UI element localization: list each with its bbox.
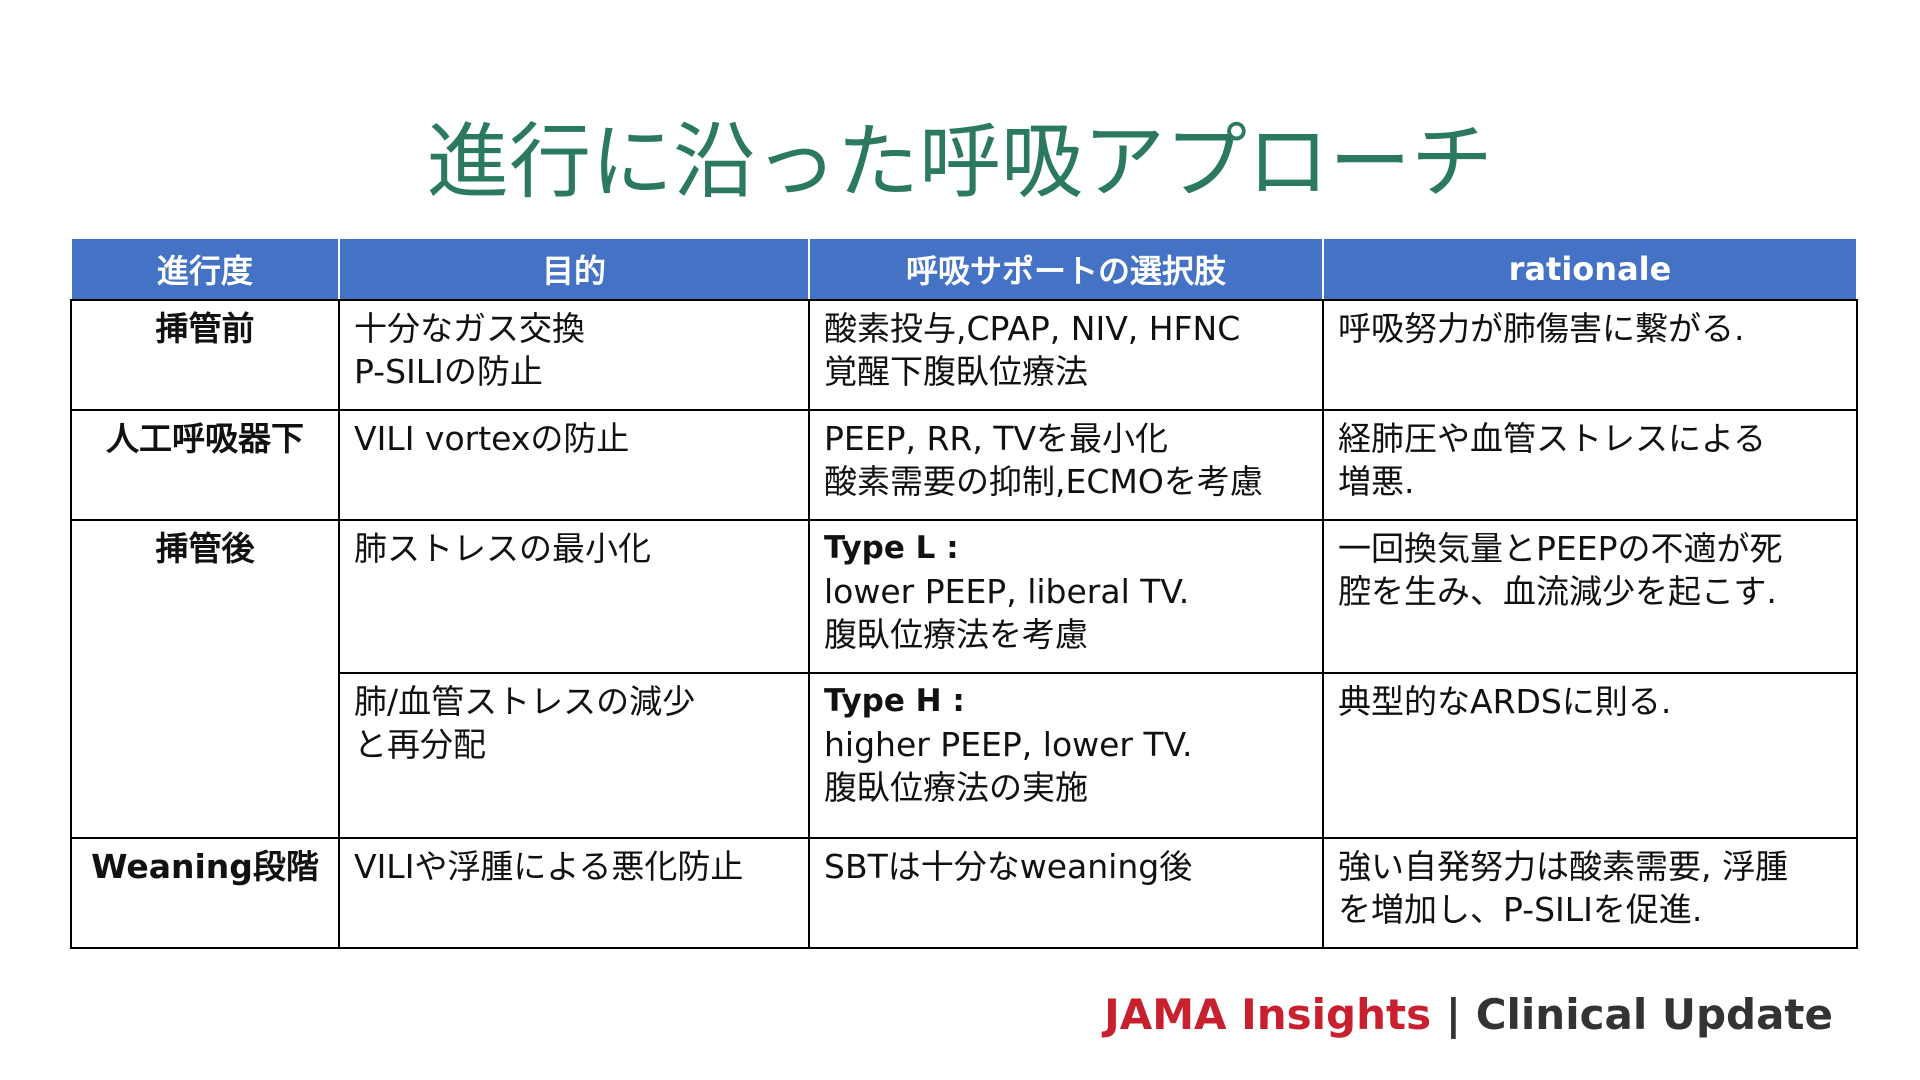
- options-line: lower PEEP, liberal TV.: [824, 572, 1190, 611]
- options-line: 腹臥位療法を考慮: [824, 615, 1088, 654]
- approach-table: 進行度 目的 呼吸サポートの選択肢 rationale 挿管前 十分なガス交換 P-SIL…: [70, 239, 1858, 949]
- options-cell: PEEP, RR, TVを最小化酸素需要の抑制,ECMOを考慮: [808, 409, 1324, 521]
- options-line: 酸素投与,CPAP, NIV, HFNC: [824, 309, 1241, 348]
- table-row: 挿管後 肺ストレスの最小化 Type L : lower PEEP, liberal …: [70, 519, 1858, 839]
- rationale-line: 増悪.: [1338, 462, 1415, 501]
- options-cell: 酸素投与,CPAP, NIV, HFNC 覚醒下腹臥位療法: [808, 299, 1324, 411]
- stage-cell: Weaning段階: [70, 837, 340, 949]
- header-row: 進行度 目的 呼吸サポートの選択肢 rationale: [70, 239, 1858, 301]
- header-cell: 進行度: [70, 239, 340, 301]
- options-line: higher PEEP, lower TV.: [824, 725, 1193, 764]
- options-line: PEEP, RR, TVを最小化: [824, 419, 1169, 458]
- purpose-line: P-SILIの防止: [354, 352, 543, 391]
- table-row: Weaning段階 VILIや浮腫による悪化防止 SBTは十分なweaning後 強い…: [70, 837, 1858, 949]
- rationale-line: 腔を生み、血流減少を起こす.: [1338, 572, 1777, 611]
- purpose-line: 肺ストレスの最小化: [354, 529, 651, 568]
- options-line: 腹臥位療法の実施: [824, 768, 1088, 807]
- rationale-line: 呼吸努力が肺傷害に繋がる.: [1338, 309, 1745, 348]
- purpose-cell: VILIや浮腫による悪化防止: [338, 837, 810, 949]
- options-label: Type H :: [824, 683, 965, 719]
- options-label: Type L :: [824, 530, 959, 566]
- rationale-cell: 強い自発努力は酸素需要, 浮腫 を増加し、P-SILIを促進.: [1322, 837, 1858, 949]
- purpose-line: と再分配: [354, 725, 486, 764]
- rationale-line: 経肺圧や血管ストレスによる: [1338, 419, 1767, 458]
- footer-product: Clinical Update: [1475, 990, 1833, 1039]
- options-cell: Type L : lower PEEP, liberal TV. 腹臥位療法を考慮: [808, 519, 1324, 674]
- rationale-cell: 呼吸努力が肺傷害に繋がる.: [1322, 299, 1858, 411]
- table-row: 挿管前 十分なガス交換 P-SILIの防止 酸素投与,CPAP, NIV, HFNC 覚…: [70, 299, 1858, 411]
- header-cell: rationale: [1322, 239, 1858, 301]
- footer: JAMA Insights | Clinical Update: [1104, 990, 1833, 1039]
- options-cell: Type H : higher PEEP, lower TV. 腹臥位療法の実施: [808, 672, 1324, 839]
- options-cell: SBTは十分なweaning後: [808, 837, 1324, 949]
- header-cell: 目的: [338, 239, 810, 301]
- stage-cell: 挿管前: [70, 299, 340, 411]
- purpose-cell: VILI vortexの防止: [338, 409, 810, 521]
- purpose-cell: 肺/血管ストレスの減少 と再分配: [338, 672, 810, 839]
- footer-brand: JAMA Insights: [1104, 990, 1432, 1039]
- purpose-cell: 十分なガス交換 P-SILIの防止: [338, 299, 810, 411]
- purpose-line: 肺/血管ストレスの減少: [354, 682, 696, 721]
- rationale-line: を増加し、P-SILIを促進.: [1338, 890, 1703, 929]
- slide-title: 進行に沿った呼吸アプローチ: [426, 115, 1493, 210]
- purpose-line: VILIや浮腫による悪化防止: [354, 847, 744, 886]
- table-row: 肺/血管ストレスの減少 と再分配 Type H : higher PEEP, lowe…: [71, 672, 1858, 839]
- rationale-line: 一回換気量とPEEPの不適が死: [1338, 529, 1783, 568]
- rationale-cell: 経肺圧や血管ストレスによる 増悪.: [1322, 409, 1858, 521]
- footer-separator: |: [1445, 990, 1462, 1039]
- options-line: 酸素需要の抑制,ECMOを考慮: [824, 462, 1263, 501]
- stage-cell: 挿管後: [70, 519, 340, 839]
- purpose-line: VILI vortexの防止: [354, 419, 630, 458]
- rationale-cell: 典型的なARDSに則る.: [1322, 672, 1858, 839]
- table-row: 人工呼吸器下 VILI vortexの防止 PEEP, RR, TVを最小化酸素需要…: [70, 409, 1858, 521]
- rationale-line: 典型的なARDSに則る.: [1338, 682, 1672, 721]
- options-line: SBTは十分なweaning後: [824, 847, 1193, 886]
- table-body: 挿管前 十分なガス交換 P-SILIの防止 酸素投与,CPAP, NIV, HFNC 覚…: [70, 299, 1858, 949]
- rationale-line: 強い自発努力は酸素需要, 浮腫: [1338, 847, 1788, 886]
- purpose-cell: 肺ストレスの最小化: [338, 519, 810, 674]
- header-cell: 呼吸サポートの選択肢: [808, 239, 1324, 301]
- purpose-line: 十分なガス交換: [354, 309, 585, 348]
- stage-cell: 人工呼吸器下: [70, 409, 340, 521]
- rationale-cell: 一回換気量とPEEPの不適が死 腔を生み、血流減少を起こす.: [1322, 519, 1858, 674]
- options-line: 覚醒下腹臥位療法: [824, 352, 1088, 391]
